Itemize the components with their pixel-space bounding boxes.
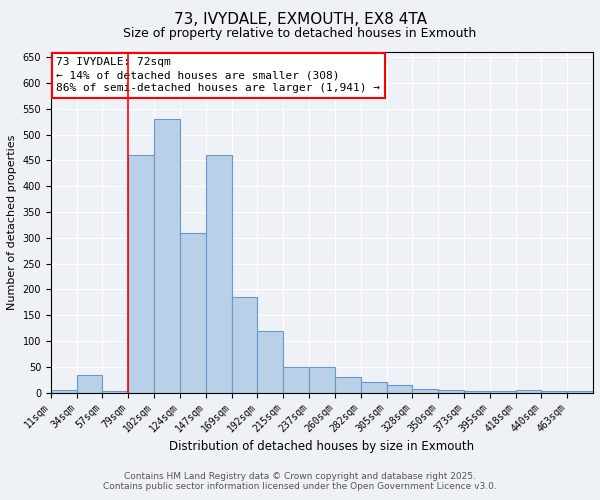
Bar [412,388,438,393]
Text: 73, IVYDALE, EXMOUTH, EX8 4TA: 73, IVYDALE, EXMOUTH, EX8 4TA [173,12,427,28]
Bar [232,297,257,393]
Bar [361,382,386,393]
Bar [335,378,361,393]
Bar [257,331,283,393]
Bar [567,391,593,393]
Text: Contains public sector information licensed under the Open Government Licence v3: Contains public sector information licen… [103,482,497,491]
X-axis label: Distribution of detached houses by size in Exmouth: Distribution of detached houses by size … [169,440,475,453]
Bar [206,155,232,393]
Bar [309,367,335,393]
Bar [464,391,490,393]
Bar [154,119,180,393]
Bar [438,390,464,393]
Bar [51,390,77,393]
Bar [386,385,412,393]
Bar [128,155,154,393]
Y-axis label: Number of detached properties: Number of detached properties [7,134,17,310]
Bar [515,390,541,393]
Bar [180,232,206,393]
Bar [490,391,515,393]
Text: 73 IVYDALE: 72sqm
← 14% of detached houses are smaller (308)
86% of semi-detache: 73 IVYDALE: 72sqm ← 14% of detached hous… [56,57,380,94]
Text: Contains HM Land Registry data © Crown copyright and database right 2025.: Contains HM Land Registry data © Crown c… [124,472,476,481]
Bar [77,374,103,393]
Text: Size of property relative to detached houses in Exmouth: Size of property relative to detached ho… [124,28,476,40]
Bar [541,391,567,393]
Bar [103,391,128,393]
Bar [283,367,309,393]
